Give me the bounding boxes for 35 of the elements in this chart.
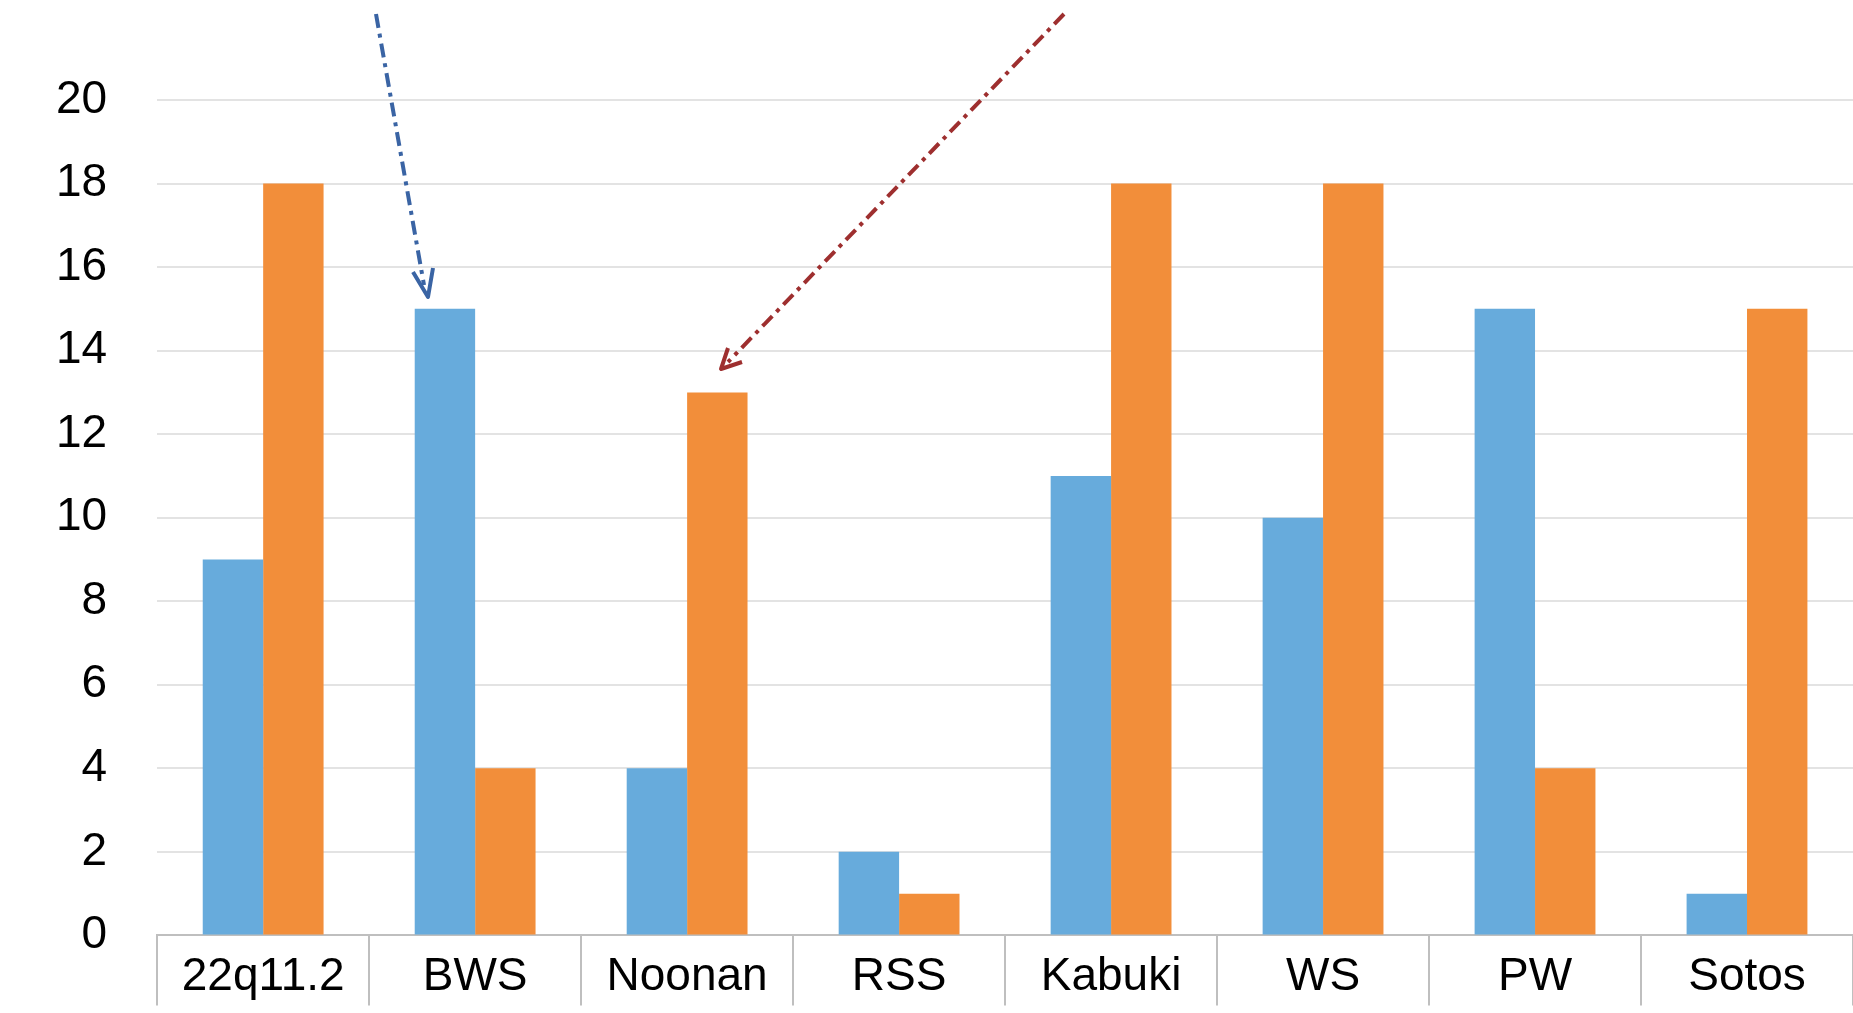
x-tick-label: Sotos xyxy=(1688,948,1806,1001)
y-tick-label: 16 xyxy=(55,237,108,290)
x-tick-label: PW xyxy=(1497,948,1573,1001)
x-tick-label: Kabuki xyxy=(1040,948,1182,1001)
bar xyxy=(1050,475,1112,935)
bar xyxy=(1747,308,1808,935)
y-tick-label: 4 xyxy=(81,739,108,792)
x-tick-label: BWS xyxy=(422,948,528,1001)
bar xyxy=(1323,183,1384,935)
bar xyxy=(687,392,748,935)
bar xyxy=(1686,893,1748,935)
bar xyxy=(1262,517,1324,935)
bar xyxy=(838,851,900,935)
bar xyxy=(899,893,960,935)
bar xyxy=(626,768,688,935)
y-tick-label: 0 xyxy=(81,906,108,959)
bar xyxy=(263,183,324,935)
bar xyxy=(475,768,536,935)
y-tick-label: 14 xyxy=(55,321,108,374)
bar xyxy=(1474,308,1536,935)
y-tick-label: 12 xyxy=(55,404,108,457)
x-tick-label: Noonan xyxy=(606,948,768,1001)
x-tick-label: RSS xyxy=(851,948,947,1001)
y-tick-label: 18 xyxy=(55,154,108,207)
y-tick-label: 10 xyxy=(55,488,108,541)
bar xyxy=(202,559,264,935)
y-tick-label: 20 xyxy=(55,70,108,123)
x-tick-label: WS xyxy=(1286,948,1361,1001)
y-tick-label: 8 xyxy=(81,571,108,624)
y-tick-label: 2 xyxy=(81,822,108,875)
y-tick-label: 6 xyxy=(81,655,108,708)
bar xyxy=(1535,768,1596,935)
bar xyxy=(414,308,476,935)
x-tick-label: 22q11.2 xyxy=(181,948,345,1001)
bar xyxy=(1111,183,1172,935)
